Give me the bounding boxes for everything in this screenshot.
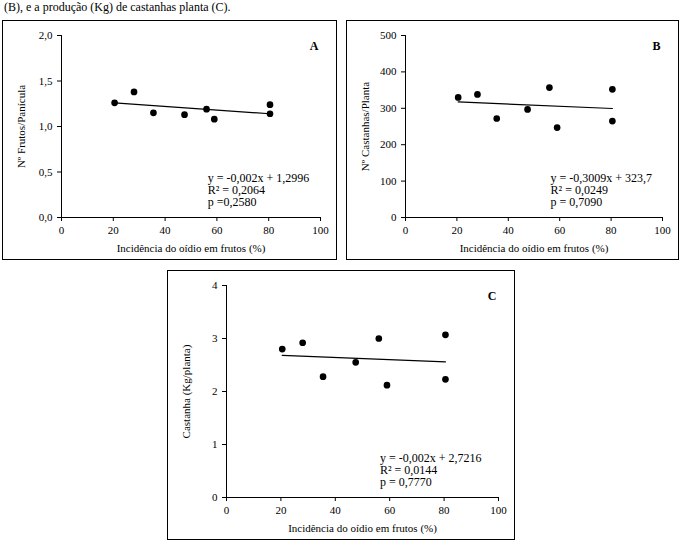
svg-text:60: 60: [211, 224, 223, 236]
svg-text:40: 40: [503, 224, 515, 236]
svg-text:1: 1: [212, 438, 218, 450]
svg-text:0,5: 0,5: [39, 166, 53, 178]
svg-text:20: 20: [275, 504, 287, 516]
svg-text:y = -0,3009x + 323,7R² = 0,024: y = -0,3009x + 323,7R² = 0,0249p = 0,709…: [551, 171, 653, 209]
svg-text:200: 200: [380, 138, 397, 150]
svg-text:C: C: [488, 289, 497, 303]
html-text:(B), e a produção (Kg) de cast: (B), e a produção (Kg) de castanhas plan…: [4, 0, 231, 14]
svg-text:0: 0: [224, 504, 230, 516]
svg-text:80: 80: [606, 224, 618, 236]
svg-text:100: 100: [380, 175, 397, 187]
svg-text:0: 0: [59, 224, 65, 236]
svg-text:Incidência do oídio em frutos: Incidência do oídio em frutos (%): [117, 242, 266, 255]
svg-text:100: 100: [490, 504, 507, 516]
svg-text:Nº Frutos/Panícula: Nº Frutos/Panícula: [15, 85, 27, 168]
svg-text:40: 40: [330, 504, 342, 516]
svg-text:y = -0,002x + 1,2996R² = 0,206: y = -0,002x + 1,2996R² = 0,2064p =0,2580: [208, 171, 310, 209]
svg-text:4: 4: [212, 279, 218, 291]
svg-text:80: 80: [263, 224, 275, 236]
svg-text:3: 3: [212, 332, 218, 344]
svg-text:100: 100: [312, 224, 329, 236]
svg-text:40: 40: [160, 224, 172, 236]
svg-text:0: 0: [212, 491, 218, 503]
svg-text:400: 400: [380, 65, 397, 77]
svg-text:0,0: 0,0: [39, 211, 53, 223]
svg-text:0: 0: [391, 211, 397, 223]
svg-text:300: 300: [380, 102, 397, 114]
svg-text:500: 500: [380, 29, 397, 41]
svg-text:Nº Castanhas/Planta: Nº Castanhas/Planta: [359, 82, 371, 171]
svg-text:60: 60: [384, 504, 396, 516]
svg-text:Incidência do oídio em frutos: Incidência do oídio em frutos (%): [460, 242, 609, 255]
svg-text:60: 60: [554, 224, 566, 236]
svg-text:20: 20: [108, 224, 120, 236]
svg-text:1,0: 1,0: [39, 120, 53, 132]
svg-text:2: 2: [212, 385, 218, 397]
svg-text:B: B: [652, 39, 660, 53]
svg-text:y = -0,002x + 2,7216R² = 0,014: y = -0,002x + 2,7216R² = 0,0144p = 0,777…: [380, 451, 482, 489]
svg-text:2,0: 2,0: [39, 29, 53, 41]
svg-text:0: 0: [403, 224, 409, 236]
svg-text:Castanha (Kg/planta): Castanha (Kg/planta): [180, 344, 193, 438]
svg-text:1,5: 1,5: [39, 75, 53, 87]
svg-text:A: A: [310, 39, 319, 53]
svg-text:Incidência do oídio em frutos: Incidência do oídio em frutos (%): [288, 522, 437, 535]
svg-text:80: 80: [439, 504, 451, 516]
svg-text:20: 20: [451, 224, 463, 236]
svg-text:100: 100: [654, 224, 671, 236]
